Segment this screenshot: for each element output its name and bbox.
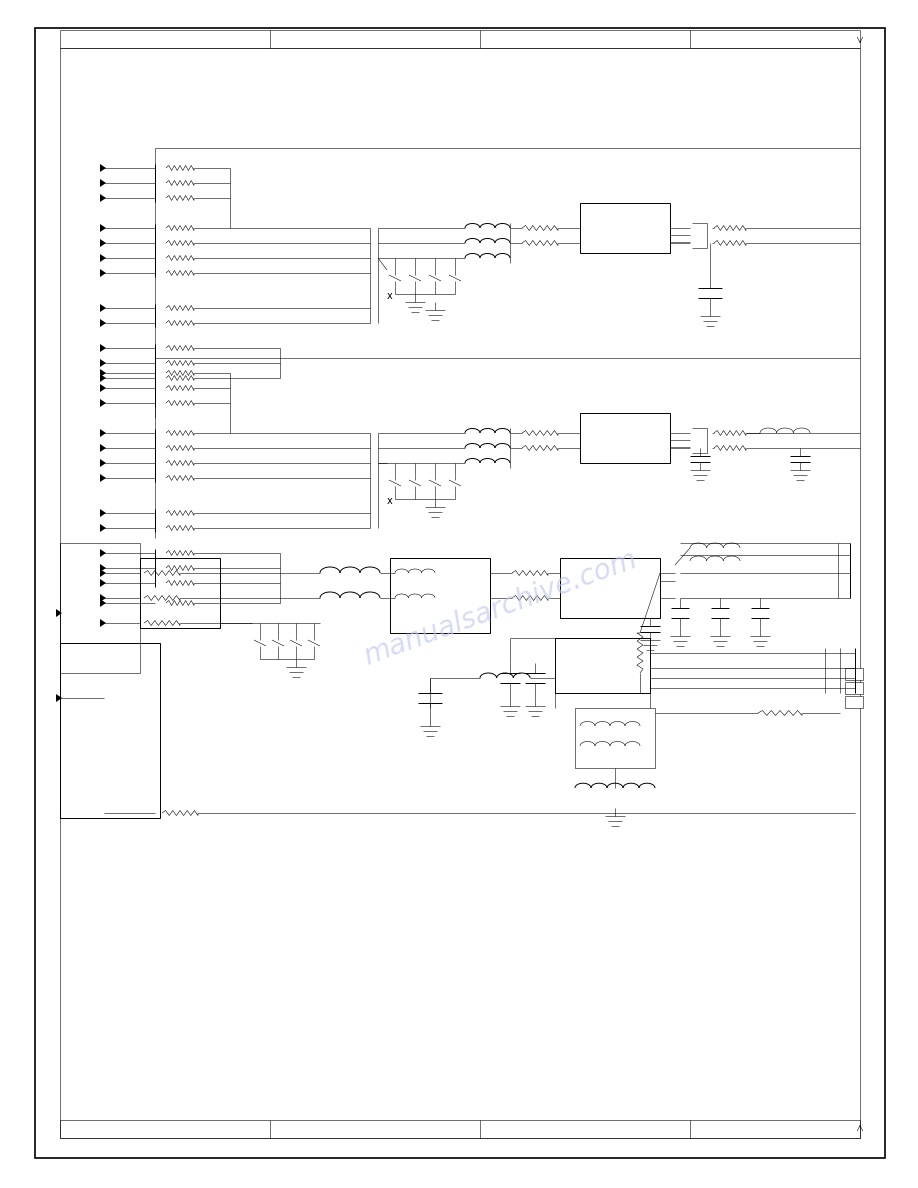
Polygon shape — [100, 444, 106, 451]
Polygon shape — [56, 609, 62, 617]
Polygon shape — [100, 384, 106, 392]
Polygon shape — [100, 194, 106, 202]
Polygon shape — [56, 694, 62, 702]
Polygon shape — [100, 179, 106, 187]
Polygon shape — [100, 524, 106, 532]
Polygon shape — [100, 569, 106, 577]
Polygon shape — [100, 268, 106, 277]
Polygon shape — [100, 594, 106, 602]
Bar — [845, 696, 863, 708]
Polygon shape — [100, 369, 106, 377]
Polygon shape — [100, 429, 106, 437]
Bar — [60, 48, 860, 1138]
Polygon shape — [100, 809, 106, 817]
Polygon shape — [100, 345, 106, 352]
Bar — [560, 558, 660, 618]
Bar — [575, 708, 655, 767]
Polygon shape — [100, 619, 106, 627]
Bar — [580, 203, 670, 253]
Text: x: x — [387, 497, 393, 506]
Polygon shape — [100, 254, 106, 263]
Polygon shape — [100, 399, 106, 407]
Polygon shape — [100, 508, 106, 517]
Polygon shape — [100, 374, 106, 383]
Polygon shape — [100, 579, 106, 587]
Polygon shape — [100, 459, 106, 467]
Bar — [140, 558, 220, 628]
Polygon shape — [100, 164, 106, 172]
Text: x: x — [387, 291, 393, 301]
Bar — [555, 638, 650, 693]
Polygon shape — [100, 239, 106, 247]
Polygon shape — [100, 320, 106, 327]
Bar — [390, 558, 490, 633]
Bar — [845, 682, 863, 694]
Bar — [580, 413, 670, 463]
Text: manualsarchive.com: manualsarchive.com — [359, 545, 641, 670]
Bar — [845, 668, 863, 680]
Polygon shape — [100, 359, 106, 367]
Polygon shape — [100, 549, 106, 557]
Bar — [60, 643, 160, 819]
Polygon shape — [100, 304, 106, 312]
Polygon shape — [100, 225, 106, 232]
Polygon shape — [100, 474, 106, 482]
Polygon shape — [100, 564, 106, 571]
Polygon shape — [100, 599, 106, 607]
